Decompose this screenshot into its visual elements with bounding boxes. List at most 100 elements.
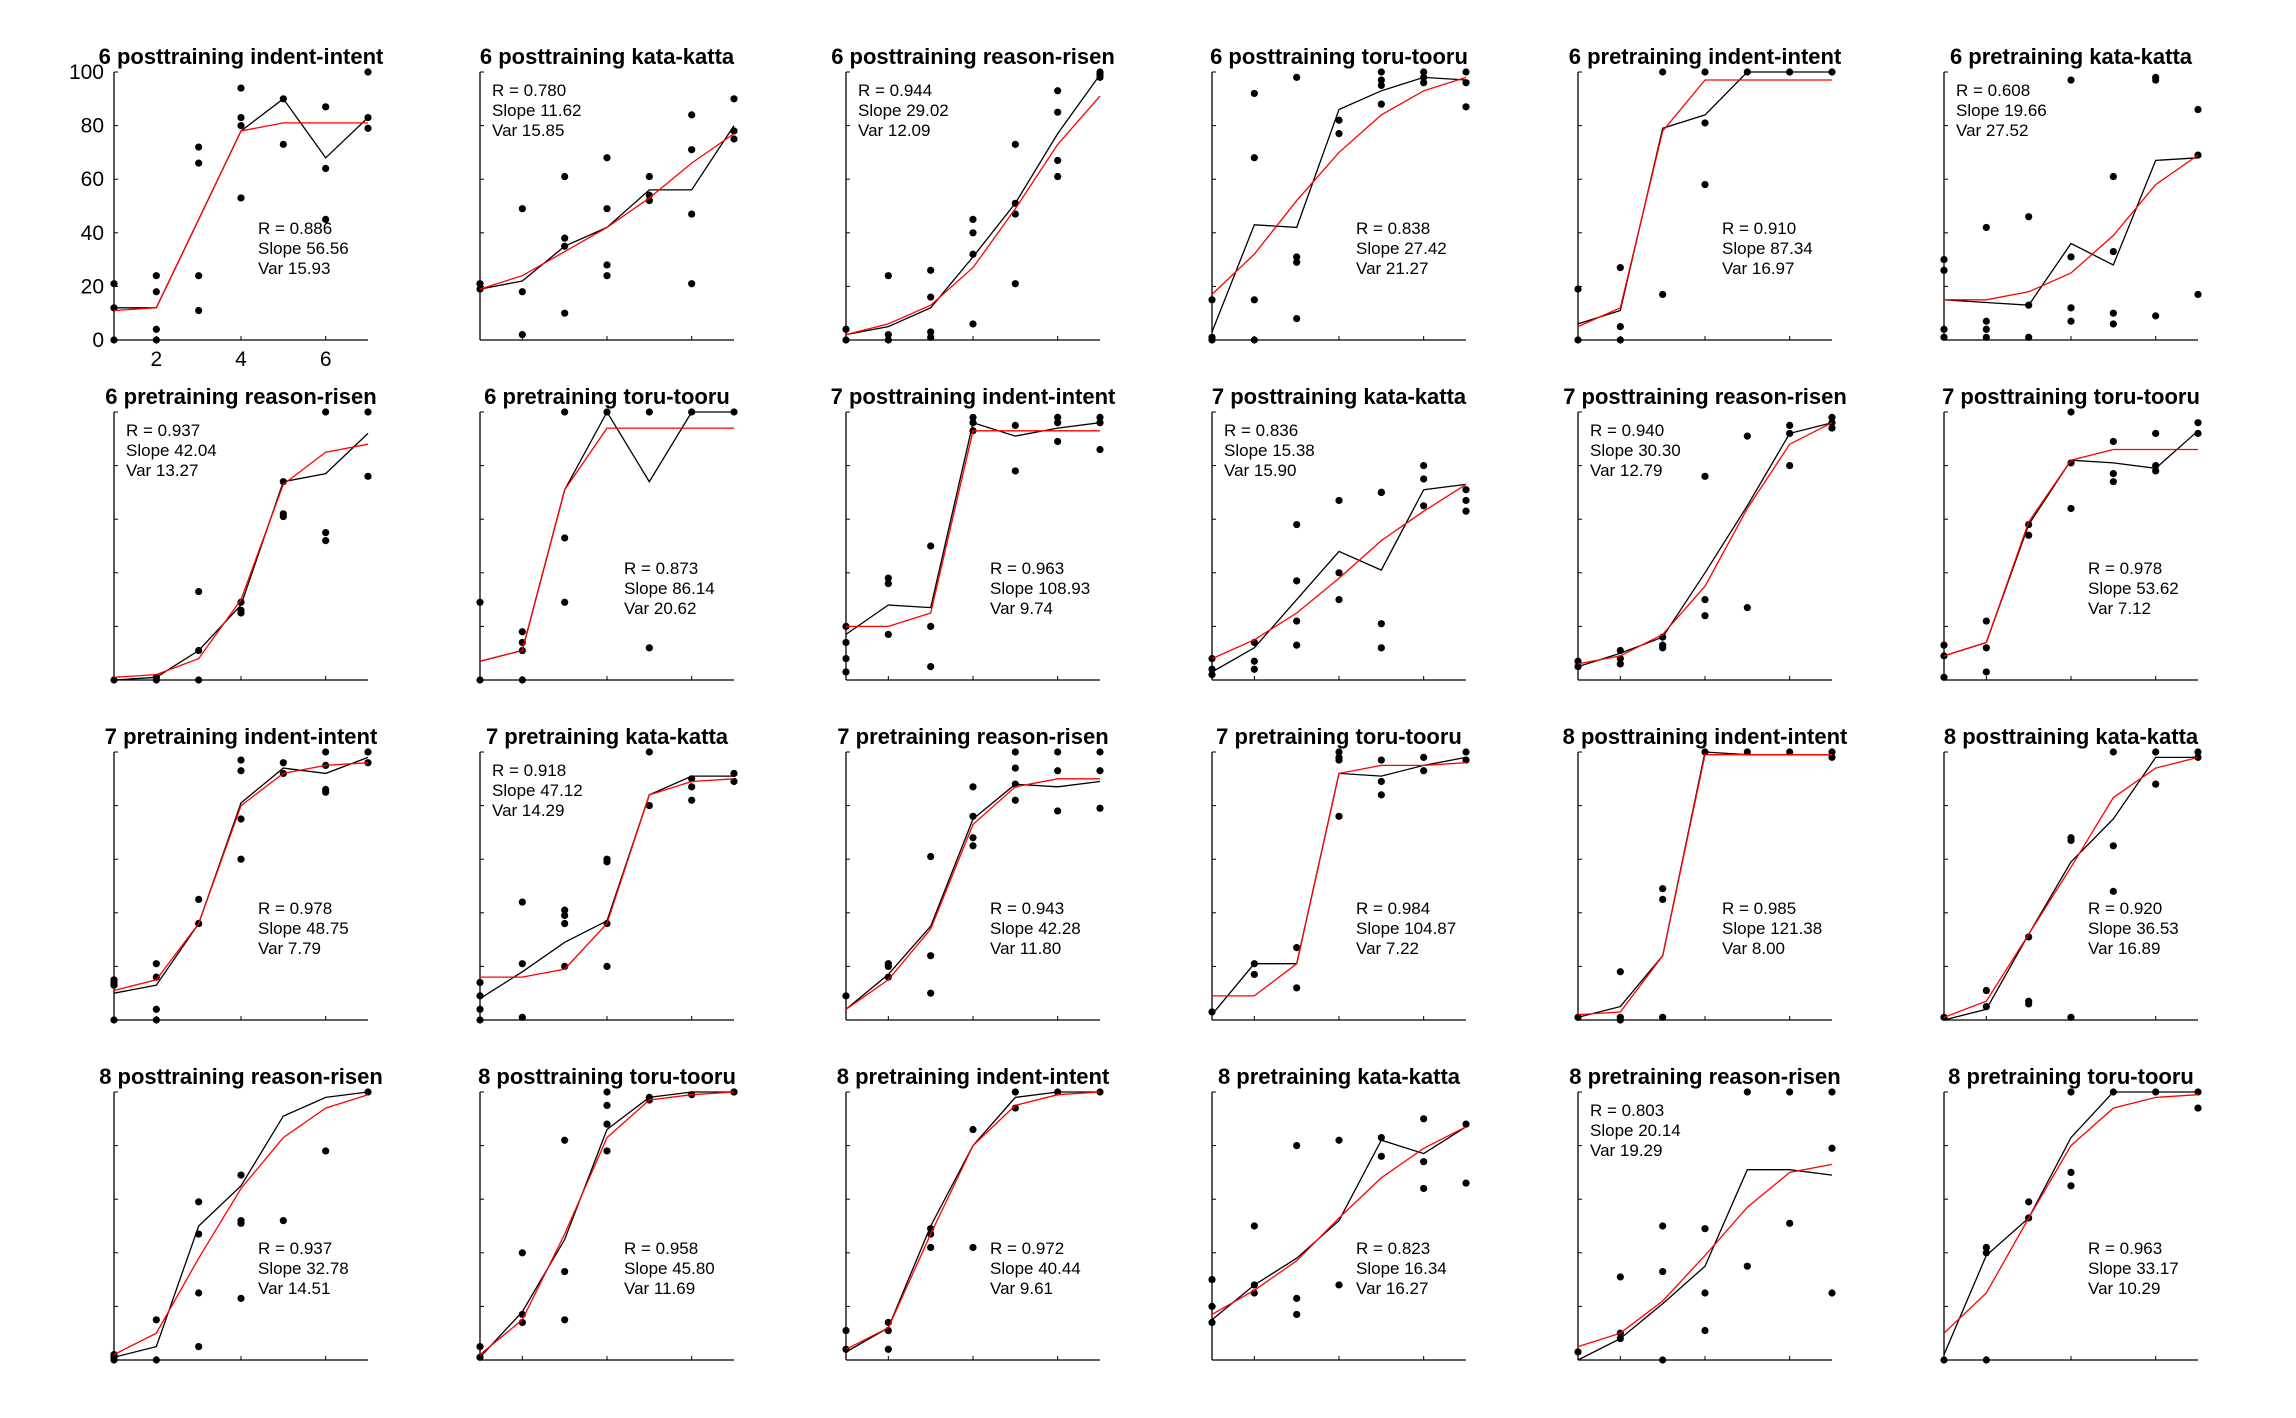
data-point	[2067, 253, 2075, 261]
data-point	[1743, 432, 1751, 440]
data-point	[1462, 507, 1470, 515]
data-point	[476, 978, 484, 987]
stat-var: Var 9.74	[990, 599, 1053, 618]
stat-slope: Slope 47.12	[492, 781, 583, 800]
data-point	[884, 1345, 892, 1353]
data-point	[1462, 496, 1470, 505]
mean-line	[1943, 1091, 2198, 1355]
data-point	[927, 622, 935, 631]
data-point	[518, 898, 526, 906]
mean-line	[113, 432, 369, 681]
fit-line	[113, 1094, 369, 1356]
data-point	[1377, 644, 1385, 652]
panel-title: 7 posttraining indent-intent	[831, 384, 1116, 409]
data-point	[1054, 172, 1062, 181]
data-point	[1701, 596, 1709, 604]
data-point	[322, 408, 330, 416]
stat-slope: Slope 108.93	[990, 579, 1090, 598]
data-point	[603, 205, 611, 213]
data-point	[1743, 748, 1751, 756]
fit-line	[479, 133, 735, 290]
stat-r: R = 0.918	[492, 761, 566, 780]
mean-line	[1211, 1126, 1467, 1321]
data-point	[1616, 264, 1624, 272]
data-point	[518, 205, 526, 213]
data-point	[884, 574, 892, 582]
stat-r: R = 0.937	[126, 421, 200, 440]
data-point	[1293, 258, 1301, 266]
data-point	[645, 748, 653, 756]
data-point	[1377, 620, 1385, 628]
data-point	[1208, 1008, 1216, 1016]
data-point	[1701, 119, 1709, 127]
data-point	[927, 328, 935, 336]
stat-r: R = 0.943	[990, 899, 1064, 918]
fit-line	[1577, 79, 1832, 328]
data-point	[1420, 767, 1428, 775]
data-point	[237, 855, 245, 863]
data-point	[279, 512, 287, 521]
data-point	[322, 788, 330, 796]
data-point	[195, 159, 203, 167]
data-point	[1743, 1262, 1751, 1270]
panel-title: 7 posttraining toru-tooru	[1942, 384, 2200, 409]
mean-line	[113, 756, 369, 994]
panel: 7 posttraining toru-tooru R = 0.978Slope …	[1940, 384, 2202, 681]
data-point	[1659, 1356, 1667, 1364]
data-point	[884, 962, 892, 971]
stat-var: Var 16.27	[1356, 1279, 1428, 1298]
data-point	[1828, 1144, 1836, 1152]
stat-r: R = 0.940	[1590, 421, 1664, 440]
panel: 6 pretraining reason-risen R = 0.937Slope…	[105, 384, 377, 684]
data-point	[603, 1088, 611, 1096]
data-point	[927, 852, 935, 861]
data-point	[927, 266, 935, 274]
stat-r: R = 0.984	[1356, 899, 1430, 918]
data-point	[1377, 81, 1385, 89]
data-point	[518, 628, 526, 636]
data-point	[1701, 1225, 1709, 1233]
stat-r: R = 0.958	[624, 1239, 698, 1258]
mean-line	[845, 780, 1101, 1010]
data-point	[603, 272, 611, 280]
panel-title: 6 posttraining kata-katta	[480, 44, 735, 69]
stat-var: Var 15.85	[492, 121, 564, 140]
data-point	[1420, 1115, 1428, 1123]
stat-slope: Slope 104.87	[1356, 919, 1456, 938]
stat-var: Var 16.89	[2088, 939, 2160, 958]
stat-slope: Slope 56.56	[258, 239, 349, 258]
fit-line	[479, 1091, 735, 1356]
data-point	[1659, 1013, 1667, 1021]
stat-slope: Slope 16.34	[1356, 1259, 1447, 1278]
data-point	[2067, 304, 2075, 312]
data-point	[927, 989, 935, 997]
panel: 7 pretraining indent-intent R = 0.978Slop…	[105, 724, 378, 1024]
data-point	[969, 834, 977, 842]
stat-slope: Slope 87.34	[1722, 239, 1813, 258]
mean-line	[1943, 756, 2198, 1021]
data-point	[237, 84, 245, 92]
data-point	[322, 1147, 330, 1155]
data-point	[1616, 660, 1624, 668]
data-point	[2067, 1168, 2075, 1176]
stat-slope: Slope 29.02	[858, 101, 949, 120]
data-point	[1982, 668, 1990, 676]
data-point	[476, 1005, 484, 1013]
stat-slope: Slope 42.04	[126, 441, 217, 460]
data-point	[1335, 496, 1343, 505]
data-point	[1054, 807, 1062, 815]
data-point	[2109, 247, 2117, 256]
data-point	[969, 783, 977, 791]
y-tick-label: 40	[81, 222, 104, 245]
data-point	[1420, 79, 1428, 87]
data-point	[1054, 413, 1062, 421]
stat-var: Var 21.27	[1356, 259, 1428, 278]
panel: 7 posttraining reason-risen R = 0.940Slop…	[1563, 384, 1847, 681]
data-point	[1250, 970, 1258, 979]
data-point	[2109, 172, 2117, 181]
data-point	[1743, 604, 1751, 612]
data-point	[1250, 296, 1258, 304]
data-point	[2025, 1198, 2033, 1206]
